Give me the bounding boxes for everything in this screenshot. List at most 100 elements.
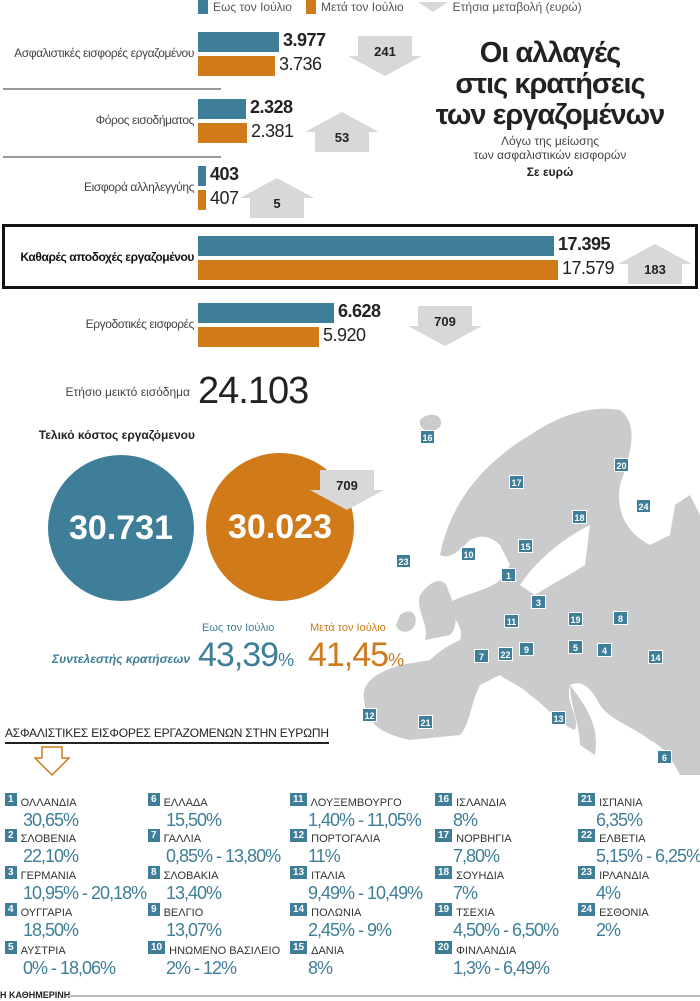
country-rate: 4%	[596, 883, 621, 903]
country-name: ΗΝΩΜΕΝΟ ΒΑΣΙΛΕΙΟ	[169, 945, 281, 957]
country-name: ΙΤΑΛΙΑ	[311, 870, 346, 882]
country-number: 19	[435, 903, 453, 916]
country-name: ΛΟΥΞΕΜΒΟΥΡΓΟ	[310, 797, 402, 809]
country-rate: 7,80%	[453, 846, 500, 866]
map-marker: 9	[519, 642, 534, 656]
map-marker: 3	[531, 595, 546, 609]
country-number: 1	[5, 793, 17, 806]
country-item: 21 ΙΣΠΑΝΙΑ 6,35%	[578, 793, 700, 829]
country-rate: 11%	[308, 846, 341, 866]
category-label: Εισφορά αλληλεγγύης	[83, 180, 194, 194]
country-name: ΣΛΟΒΕΝΙΑ	[20, 833, 77, 845]
value-label: 17.579	[562, 258, 615, 278]
divider	[66, 995, 700, 997]
country-number: 16	[435, 793, 453, 806]
value-label: 2.328	[250, 97, 293, 117]
country-item: 12 ΠΟΡΤΟΓΑΛΙΑ 11%	[290, 829, 433, 865]
country-number: 21	[578, 793, 596, 806]
cost-change-arrow: 709	[310, 470, 384, 510]
cost-after: 30.023	[228, 507, 332, 546]
country-item: 18 ΣΟΥΗΔΙΑ 7%	[435, 866, 578, 902]
country-name: ΣΛΟΒΑΚΙΑ	[163, 870, 219, 882]
value-label: 17.395	[558, 234, 611, 254]
country-number: 12	[290, 829, 308, 842]
country-name: ΤΣΕΧΙΑ	[456, 907, 495, 919]
country-rate: 2%	[596, 920, 621, 940]
subtitle: Λόγω της μείωσης των ασφαλιστικών εισφορώ…	[473, 134, 627, 162]
country-name: ΠΟΛΩΝΙΑ	[311, 907, 362, 919]
category-label: Φόρος εισοδήματος	[95, 113, 195, 127]
country-number: 2	[5, 829, 17, 842]
country-item: 13 ΙΤΑΛΙΑ 9,49% - 10,49%	[290, 866, 433, 902]
cost-label: Τελικό κόστος εργαζόμενου	[38, 428, 195, 442]
bar-before	[198, 99, 246, 119]
country-number: 20	[435, 941, 453, 954]
value-label: 403	[210, 164, 239, 184]
country-rate: 13,07%	[166, 920, 222, 940]
category-label: Εργοδοτικές εισφορές	[85, 317, 195, 331]
country-rate: 22,10%	[23, 846, 79, 866]
value-label: 3.736	[279, 54, 322, 74]
title-block: Οι αλλαγές στις κρατήσεις των εργαζομένω…	[415, 37, 685, 180]
country-name: ΦΙΝΛΑΝΔΙΑ	[456, 945, 517, 957]
title-line: στις κρατήσεις	[455, 68, 645, 100]
source: Η ΚΑΘΗΜΕΡΙΝΗ	[0, 990, 71, 1000]
country-number: 18	[435, 866, 453, 879]
country-rate: 10,95% - 20,18%	[23, 883, 147, 903]
country-rate: 4,50% - 6,50%	[453, 920, 559, 940]
country-item: 24 ΕΣΘΟΝΙΑ 2%	[578, 903, 700, 939]
country-item: 8 ΣΛΟΒΑΚΙΑ 13,40%	[148, 866, 291, 902]
country-number: 11	[290, 793, 307, 806]
country-rate: 13,40%	[166, 883, 222, 903]
country-number: 10	[148, 941, 166, 954]
country-item: 10 ΗΝΩΜΕΝΟ ΒΑΣΙΛΕΙΟ 2% - 12%	[148, 941, 291, 977]
title-line: των εργαζομένων	[435, 99, 666, 131]
map-marker: 11	[504, 614, 519, 628]
map-marker: 7	[474, 649, 489, 663]
country-name: ΙΣΠΑΝΙΑ	[599, 797, 643, 809]
country-rate: 6,35%	[596, 810, 643, 830]
country-item: 9 ΒΕΛΓΙΟ 13,07%	[148, 903, 291, 939]
map-marker: 12	[362, 708, 377, 722]
country-name: ΙΣΛΑΝΔΙΑ	[456, 797, 507, 809]
cost-after-circle: 30.023	[203, 450, 357, 604]
country-rate: 5,15% - 6,25%	[596, 846, 700, 866]
bar-before	[198, 236, 554, 256]
country-item: 19 ΤΣΕΧΙΑ 4,50% - 6,50%	[435, 903, 578, 939]
gross-label: Ετήσιο μεικτό εισόδημα	[65, 385, 190, 399]
country-name: ΙΡΛΑΝΔΙΑ	[599, 870, 650, 882]
map-marker: 10	[461, 547, 476, 561]
country-number: 14	[290, 903, 308, 916]
country-item: 5 ΑΥΣΤΡΙΑ 0% - 18,06%	[5, 941, 148, 977]
map-marker: 20	[614, 458, 629, 472]
country-name: ΕΣΘΟΝΙΑ	[599, 907, 649, 919]
country-name: ΔΑΝΙΑ	[311, 945, 345, 957]
arrow-down-icon	[417, 2, 448, 12]
map-marker: 13	[551, 711, 566, 725]
country-rate: 2% - 12%	[166, 958, 237, 978]
title-line: Οι αλλαγές	[479, 37, 622, 69]
country-name: ΑΥΣΤΡΙΑ	[20, 945, 66, 957]
cost-before-circle: 30.731	[48, 455, 194, 601]
country-item: 22 ΕΛΒΕΤΙΑ 5,15% - 6,25%	[578, 829, 700, 865]
map-marker: 15	[518, 539, 533, 553]
country-rate: 0% - 18,06%	[23, 958, 116, 978]
country-rate: 2,45% - 9%	[308, 920, 392, 940]
bar-before	[198, 32, 279, 52]
change-arrow-up: 5	[240, 178, 314, 218]
category-label: Καθαρές αποδοχές εργαζομένου	[20, 250, 194, 264]
country-number: 24	[578, 903, 596, 916]
map-marker: 6	[657, 750, 672, 764]
map-marker: 17	[509, 475, 524, 489]
country-item: 1 ΟΛΛΑΝΔΙΑ 30,65%	[5, 793, 148, 829]
map-marker: 19	[568, 612, 583, 626]
arrow-down-icon	[34, 746, 70, 776]
value-label: 2.381	[251, 121, 294, 141]
map-marker: 1	[501, 568, 516, 582]
country-name: ΒΕΛΓΙΟ	[163, 907, 204, 919]
rate-before: 43,39%	[198, 636, 294, 674]
country-item: 3 ΓΕΡΜΑΝΙΑ 10,95% - 20,18%	[5, 866, 148, 902]
country-number: 9	[148, 903, 160, 916]
country-rate: 0,85% - 13,80%	[166, 846, 281, 866]
rate-before-label: Εως τον Ιούλιο	[202, 622, 275, 634]
